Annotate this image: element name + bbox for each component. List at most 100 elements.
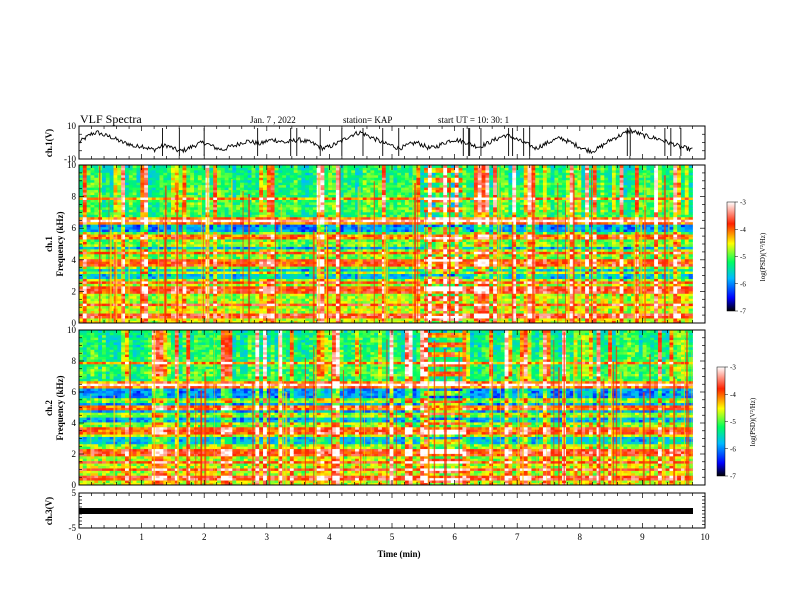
- spectrogram-cell: [167, 187, 172, 191]
- spectrogram-cell: [121, 253, 126, 257]
- spectrogram-cell: [140, 248, 145, 252]
- spectrogram-cell: [297, 281, 302, 284]
- spectrogram-cell: [293, 241, 298, 245]
- spectrogram-cell: [128, 187, 134, 191]
- spectrogram-cell: [251, 199, 256, 203]
- spectrogram-cell: [190, 281, 195, 284]
- spectrogram-cell: [278, 241, 283, 245]
- spectrogram-cell: [347, 226, 352, 230]
- spectrogram-cell: [82, 256, 88, 260]
- spectrogram-cell: [209, 174, 214, 178]
- spectrogram-cell: [194, 271, 199, 275]
- spectrogram-cell: [105, 206, 111, 210]
- spectrogram-cell: [274, 305, 279, 309]
- spectrogram-cell: [201, 229, 206, 233]
- spectrogram-cell: [171, 261, 176, 265]
- spectrogram-cell: [301, 182, 306, 186]
- spectrogram-cell: [171, 303, 176, 307]
- spectrogram-cell: [259, 202, 264, 205]
- spectrogram-cell: [136, 189, 141, 193]
- spectrogram-cell: [293, 214, 298, 218]
- spectrogram-cell: [259, 261, 264, 265]
- spectrogram-cell: [305, 288, 310, 292]
- spectrogram-cell: [167, 189, 172, 193]
- spectrogram-cell: [182, 169, 187, 173]
- spectrogram-cell: [332, 177, 337, 181]
- spectrogram-cell: [339, 276, 344, 279]
- spectrogram-cell: [144, 313, 149, 316]
- spectrogram-cell: [263, 231, 268, 235]
- spectrogram-cell: [140, 263, 145, 267]
- spectrogram-cell: [109, 283, 114, 287]
- spectrogram-cell: [213, 241, 218, 245]
- spectrogram-cell: [324, 199, 329, 203]
- spectrogram-cell: [90, 285, 95, 289]
- spectrogram-cell: [186, 172, 191, 176]
- spectrogram-cell: [167, 177, 172, 181]
- spectrogram-cell: [301, 285, 306, 289]
- spectrogram-cell: [105, 236, 111, 240]
- spectrogram-cell: [102, 268, 107, 272]
- spectrogram-cell: [148, 174, 153, 178]
- spectrogram-cell: [335, 244, 341, 247]
- spectrogram-cell: [190, 313, 195, 316]
- spectrogram-cell: [332, 206, 337, 210]
- spectrogram-cell: [86, 281, 91, 284]
- spectrogram-cell: [240, 315, 245, 319]
- spectrogram-cell: [309, 310, 314, 314]
- spectrogram-cell: [255, 258, 260, 262]
- spectrogram-cell: [109, 177, 114, 181]
- spectrogram-cell: [297, 226, 302, 230]
- spectrogram-cell: [255, 283, 260, 287]
- spectrogram-cell: [232, 258, 237, 262]
- spectrogram-cell: [194, 236, 199, 240]
- spectrogram-cell: [236, 303, 241, 307]
- spectrogram-cell: [293, 288, 298, 292]
- spectrogram-cell: [305, 231, 310, 235]
- spectrogram-cell: [190, 184, 195, 188]
- spectrogram-cell: [328, 209, 333, 213]
- spectrogram-cell: [339, 184, 344, 188]
- spectrogram-cell: [113, 167, 118, 171]
- spectrogram-cell: [278, 229, 283, 233]
- spectrogram-cell: [232, 273, 237, 277]
- spectrogram-cell: [209, 165, 214, 168]
- spectrogram-cell: [297, 251, 302, 255]
- spectrogram-cell: [94, 194, 99, 198]
- spectrogram-cell: [236, 320, 241, 323]
- spectrogram-cell: [128, 177, 134, 181]
- spectrogram-cell: [194, 187, 199, 191]
- spectrogram-cell: [182, 308, 187, 312]
- spectrogram-cell: [190, 177, 195, 181]
- spectrogram-cell: [140, 241, 145, 245]
- spectrogram-cell: [105, 273, 111, 277]
- spectrogram-cell: [289, 278, 295, 282]
- spectrogram-cell: [86, 214, 91, 218]
- spectrogram-cell: [332, 300, 337, 304]
- spectrogram-cell: [167, 276, 172, 279]
- spectrogram-cell: [362, 281, 367, 284]
- spectrogram-cell: [86, 271, 91, 275]
- spectrogram-cell: [255, 165, 260, 168]
- spectrogram-cell: [309, 206, 314, 210]
- spectrogram-cell: [236, 204, 241, 208]
- spectrogram-cell: [194, 219, 199, 223]
- spectrogram-cell: [343, 268, 348, 272]
- spectrogram-cell: [79, 256, 84, 260]
- spectrogram-cell: [358, 197, 364, 200]
- spectrogram-cell: [94, 179, 99, 183]
- spectrogram-cell: [324, 214, 329, 218]
- spectrogram-cell: [263, 248, 268, 252]
- spectrogram-cell: [274, 315, 279, 319]
- spectrogram-cell: [312, 194, 318, 198]
- spectrogram-cell: [213, 310, 218, 314]
- spectrogram-cell: [217, 194, 222, 198]
- spectrogram-cell: [328, 234, 333, 237]
- spectrogram-cell: [286, 300, 291, 304]
- spectrogram-cell: [94, 221, 99, 225]
- spectrogram-cell: [178, 320, 183, 323]
- spectrogram-cell: [309, 258, 314, 262]
- spectrogram-cell: [339, 226, 344, 230]
- spectrogram-cell: [82, 177, 88, 181]
- spectrogram-cell: [251, 187, 256, 191]
